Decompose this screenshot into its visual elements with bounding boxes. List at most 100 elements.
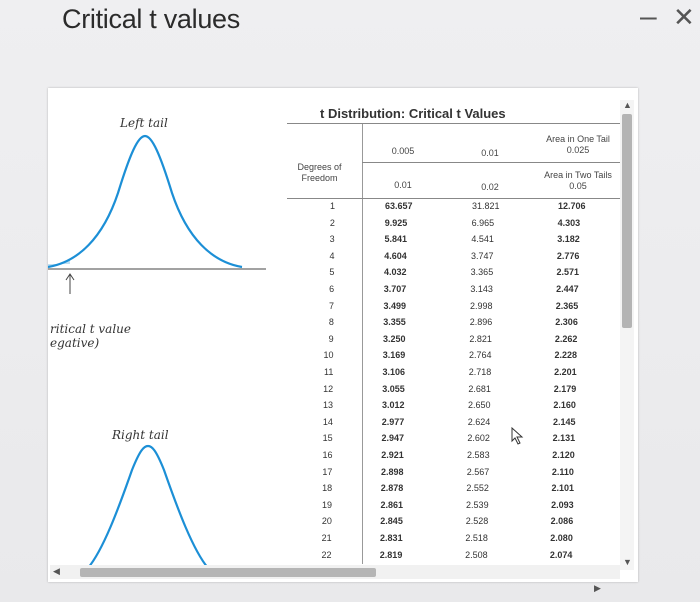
value-cell-001: 2.528	[465, 516, 489, 527]
value-cell-0005: 2.921	[381, 450, 404, 460]
table-col-divider	[362, 124, 363, 564]
value-cell-0005: 2.898	[381, 466, 404, 477]
vertical-scrollbar[interactable]: ▲ ▼	[620, 100, 634, 570]
value-cell-001: 2.583	[467, 450, 490, 460]
df-cell: 5	[329, 267, 335, 278]
df-cell: 7	[328, 300, 334, 311]
df-cell: 20	[321, 516, 332, 527]
degrees-header-line2: Freedom	[301, 173, 338, 183]
df-cell: 3	[329, 234, 335, 245]
window-title: Critical t values	[62, 4, 240, 34]
critical-value-annotation-2: egative)	[50, 336, 100, 350]
value-cell-0025: 2.179	[553, 383, 577, 394]
scroll-up-arrow-icon[interactable]: ▲	[623, 100, 632, 110]
df-cell: 11	[324, 367, 334, 377]
df-cell: 21	[321, 533, 332, 543]
df-cell: 22	[321, 549, 332, 560]
value-cell-0005: 3.169	[382, 350, 406, 361]
value-cell-0005: 4.032	[384, 267, 407, 278]
value-cell-0025: 2.306	[555, 317, 578, 328]
value-cell-0025: 2.262	[554, 333, 578, 344]
value-cell-0005: 2.977	[381, 416, 405, 427]
value-cell-001: 2.764	[469, 350, 492, 361]
right-tail-curve	[87, 444, 209, 569]
left-tail-label: Left tail	[120, 116, 168, 130]
degrees-header: Degrees of Freedom	[282, 162, 357, 184]
mouse-cursor-icon	[511, 427, 524, 445]
value-cell-001: 31.821	[472, 201, 500, 211]
value-cell-0025: 2.086	[550, 516, 574, 527]
minimize-button[interactable]: –	[640, 0, 657, 33]
df-cell: 14	[322, 416, 333, 427]
value-cell-0025: 2.080	[550, 533, 573, 543]
value-cell-0025: 2.160	[553, 400, 576, 411]
right-tail-graph	[87, 444, 209, 569]
left-tail-graph	[48, 134, 266, 294]
two-tail-001: 0.01	[394, 180, 412, 190]
header-middle-rule	[362, 162, 630, 163]
df-cell: 16	[322, 450, 333, 460]
value-cell-001: 2.718	[468, 367, 492, 377]
horizontal-scroll-thumb[interactable]	[80, 568, 376, 577]
critical-value-annotation: ritical t value	[50, 322, 131, 336]
value-cell-0025: 12.706	[558, 201, 586, 211]
two-tail-header-line1: Area in Two Tails	[544, 170, 612, 180]
value-cell-001: 2.539	[466, 499, 489, 510]
df-cell: 12	[323, 383, 334, 394]
df-cell: 9	[328, 333, 334, 344]
horizontal-scrollbar[interactable]: ◀ ▶	[50, 565, 620, 593]
scroll-down-arrow-icon[interactable]: ▼	[623, 557, 632, 567]
df-cell: 10	[323, 350, 334, 361]
scroll-left-arrow-icon[interactable]: ◀	[53, 566, 60, 576]
value-cell-0005: 3.012	[382, 400, 405, 411]
vertical-scroll-thumb[interactable]	[622, 114, 632, 328]
value-cell-001: 6.965	[471, 217, 495, 228]
value-cell-0025: 2.365	[555, 300, 579, 311]
value-cell-0025: 3.182	[557, 234, 580, 245]
value-cell-0005: 2.861	[380, 499, 404, 510]
value-cell-0025: 2.571	[556, 267, 579, 278]
value-cell-0025: 2.228	[554, 350, 578, 361]
degrees-header-line1: Degrees of	[297, 162, 342, 172]
value-cell-0025: 2.145	[552, 416, 576, 427]
value-cell-0005: 3.106	[382, 367, 406, 377]
table-top-rule	[287, 123, 630, 124]
two-tail-header-line2: 0.05	[569, 181, 587, 191]
df-cell: 17	[322, 466, 333, 477]
value-cell-001: 2.624	[467, 416, 491, 427]
value-cell-0025: 2.776	[556, 250, 580, 261]
df-cell: 4	[329, 250, 335, 261]
value-cell-0005: 2.831	[380, 533, 403, 543]
scroll-right-arrow-icon[interactable]: ▶	[594, 583, 601, 593]
value-cell-0025: 2.110	[551, 466, 574, 477]
df-cell: 6	[329, 284, 335, 294]
df-cell: 1	[329, 201, 335, 211]
two-tail-header: Area in Two Tails 0.05	[536, 170, 620, 192]
value-cell-001: 2.508	[465, 549, 488, 560]
value-cell-0005: 2.819	[379, 549, 403, 560]
value-cell-001: 2.896	[469, 317, 493, 328]
left-tail-critical-arrow	[65, 273, 75, 281]
df-cell: 15	[322, 433, 333, 444]
one-tail-header: Area in One Tail 0.025	[538, 134, 618, 156]
close-button[interactable]: ✕	[673, 2, 695, 32]
content-panel	[48, 88, 638, 582]
value-cell-0005: 2.947	[381, 433, 405, 444]
value-cell-0025: 2.101	[551, 483, 574, 494]
df-cell: 13	[323, 400, 334, 411]
one-tail-header-line1: Area in One Tail	[546, 134, 610, 144]
value-cell-0025: 2.447	[556, 284, 579, 294]
value-cell-001: 2.567	[466, 466, 490, 477]
df-cell: 2	[329, 217, 335, 228]
value-cell-001: 2.821	[469, 333, 492, 344]
value-cell-0005: 63.657	[385, 201, 413, 211]
df-cell: 8	[328, 317, 334, 328]
value-cell-0005: 9.925	[384, 217, 408, 228]
value-cell-0005: 5.841	[384, 234, 408, 245]
value-cell-0005: 3.355	[383, 317, 406, 328]
one-tail-001: 0.01	[481, 148, 499, 158]
value-cell-001: 3.747	[471, 250, 494, 261]
value-cell-0025: 2.131	[552, 433, 576, 444]
df-cell: 19	[322, 499, 333, 510]
right-tail-label: Right tail	[112, 428, 169, 442]
